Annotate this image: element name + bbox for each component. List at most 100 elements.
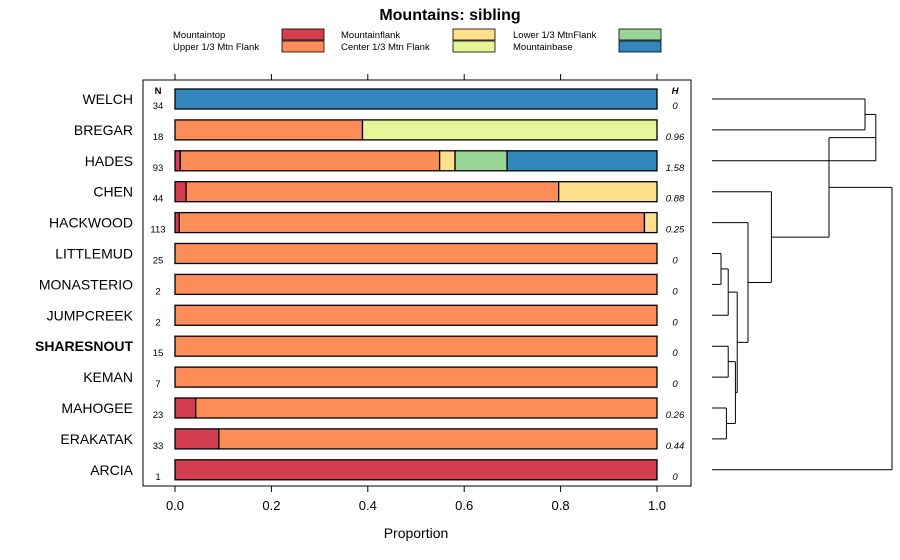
row-h-littlemud: 0 <box>672 256 678 267</box>
bar-hades-upper-1-3-mtn-flank <box>179 150 441 172</box>
row-n-chen: 44 <box>153 194 164 205</box>
bar-hackwood-upper-1-3-mtn-flank <box>178 211 646 234</box>
legend-label-upper-1-3-mtn-flank: Upper 1/3 Mtn Flank <box>173 42 259 53</box>
legend-swatch-upper-1-3-mtn-flank <box>281 40 325 53</box>
row-label-bregar: BREGAR <box>74 122 133 138</box>
row-sharesnout: SHARESNOUT 15 0 <box>35 335 678 359</box>
bar-hades-mountainflank <box>438 150 456 172</box>
bar-monasterio-upper-1-3-mtn-flank <box>174 273 658 296</box>
x-tick-label-5: 1.0 <box>648 498 666 513</box>
bar-erakatak-mountaintop <box>174 428 220 450</box>
row-n-hades: 93 <box>153 163 164 174</box>
bar-hackwood-mountainflank <box>643 211 658 234</box>
bar-hades-mountainbase <box>506 150 658 172</box>
chart-title: Mountains: sibling <box>379 7 520 24</box>
row-n-sharesnout: 15 <box>153 348 164 359</box>
row-chen: CHEN 44 0.88 <box>93 181 685 205</box>
x-axis-label: Proportion <box>384 525 449 541</box>
rows: WELCH 34 0 BREGAR 18 0.96 HADES 93 1.58 CHEN 44 0.8… <box>35 88 685 483</box>
row-h-erakatak: 0.44 <box>666 441 685 452</box>
bar-welch-mountainbase <box>174 88 658 110</box>
row-label-monasterio: MONASTERIO <box>39 276 133 292</box>
legend-label-mountainbase: Mountainbase <box>513 42 573 53</box>
row-n-mahogee: 23 <box>153 410 164 421</box>
bar-bregar-upper-1-3-mtn-flank <box>174 119 364 141</box>
row-h-jumpcreek: 0 <box>672 317 678 328</box>
row-label-hackwood: HACKWOOD <box>49 215 133 231</box>
bar-hackwood-mountaintop <box>174 211 180 234</box>
plot-frame <box>142 79 692 487</box>
bar-mahogee-mountaintop <box>174 397 197 419</box>
row-label-welch: WELCH <box>82 91 133 107</box>
x-tick-label-0: 0.0 <box>166 498 184 513</box>
dendrogram <box>712 98 893 471</box>
row-h-mahogee: 0.26 <box>666 410 685 421</box>
row-n-erakatak: 33 <box>153 441 164 452</box>
row-n-hackwood: 113 <box>150 225 165 236</box>
row-h-arcia: 0 <box>672 472 678 483</box>
bar-mahogee-upper-1-3-mtn-flank <box>195 397 658 419</box>
x-tick-label-3: 0.6 <box>455 498 473 513</box>
legend-label-lower-1-3-mtnflank: Lower 1/3 MtnFlank <box>513 30 597 41</box>
row-h-keman: 0 <box>672 379 678 390</box>
legend-swatch-lower-1-3-mtnflank <box>618 28 662 41</box>
row-h-welch: 0 <box>672 101 678 112</box>
bar-chen-mountainflank <box>558 181 658 203</box>
bar-erakatak-upper-1-3-mtn-flank <box>218 428 658 450</box>
row-jumpcreek: JUMPCREEK 2 0 <box>47 304 678 328</box>
row-erakatak: ERAKATAK 33 0.44 <box>60 428 685 452</box>
row-h-chen: 0.88 <box>666 194 685 205</box>
row-bregar: BREGAR 18 0.96 <box>74 119 685 143</box>
legend-label-mountainflank: Mountainflank <box>341 30 400 41</box>
x-tick-label-1: 0.2 <box>262 498 280 513</box>
row-n-monasterio: 2 <box>155 286 160 297</box>
row-monasterio: MONASTERIO 2 0 <box>39 273 678 297</box>
row-h-monasterio: 0 <box>672 286 678 297</box>
x-axis: 0.0 0.2 0.4 0.6 0.8 1.0 <box>166 74 666 513</box>
row-h-hackwood: 0.25 <box>666 225 685 236</box>
bar-bregar-center-1-3-mtn-flank <box>361 119 658 141</box>
bar-arcia-mountaintop <box>174 459 658 481</box>
row-mahogee: MAHOGEE 23 0.26 <box>61 397 685 421</box>
bar-chen-mountaintop <box>174 181 187 203</box>
h-header: H <box>672 86 680 97</box>
bar-jumpcreek-upper-1-3-mtn-flank <box>174 304 658 326</box>
legend-swatch-mountainbase <box>618 40 662 53</box>
bar-keman-upper-1-3-mtn-flank <box>174 366 658 388</box>
legend-label-center-1-3-mtn-flank: Center 1/3 Mtn Flank <box>341 42 430 53</box>
row-keman: KEMAN 7 0 <box>83 366 678 390</box>
row-littlemud: LITTLEMUD 25 0 <box>55 242 678 267</box>
row-welch: WELCH 34 0 <box>82 88 678 112</box>
legend: Mountaintop Mountainflank Lower 1/3 MtnFla… <box>173 28 662 53</box>
x-tick-label-2: 0.4 <box>359 498 377 513</box>
row-label-littlemud: LITTLEMUD <box>55 246 133 262</box>
n-header: N <box>155 86 162 97</box>
row-n-bregar: 18 <box>153 132 164 143</box>
row-hackwood: HACKWOOD 113 0.25 <box>49 211 685 236</box>
row-label-mahogee: MAHOGEE <box>61 400 133 416</box>
row-label-chen: CHEN <box>93 184 133 200</box>
bar-chen-upper-1-3-mtn-flank <box>185 181 560 203</box>
bar-hades-lower-1-3-mtnflank <box>454 150 508 172</box>
row-n-welch: 34 <box>153 101 164 112</box>
bar-littlemud-upper-1-3-mtn-flank <box>174 242 658 265</box>
row-hades: HADES 93 1.58 <box>85 150 685 174</box>
row-h-bregar: 0.96 <box>666 132 685 143</box>
bar-hades-mountaintop <box>174 150 181 172</box>
row-n-keman: 7 <box>155 379 160 390</box>
row-label-keman: KEMAN <box>83 369 133 385</box>
row-h-sharesnout: 0 <box>672 348 678 359</box>
legend-swatch-center-1-3-mtn-flank <box>452 40 496 53</box>
legend-label-mountaintop: Mountaintop <box>173 30 225 41</box>
row-n-littlemud: 25 <box>153 256 164 267</box>
row-label-jumpcreek: JUMPCREEK <box>47 307 134 323</box>
row-h-hades: 1.58 <box>666 163 685 174</box>
row-arcia: ARCIA 1 0 <box>90 459 678 483</box>
bar-sharesnout-upper-1-3-mtn-flank <box>174 335 658 357</box>
row-label-sharesnout: SHARESNOUT <box>35 338 133 354</box>
x-tick-label-4: 0.8 <box>552 498 570 513</box>
legend-swatch-mountainflank <box>452 28 496 41</box>
row-label-erakatak: ERAKATAK <box>60 431 133 447</box>
row-n-arcia: 1 <box>155 472 160 483</box>
